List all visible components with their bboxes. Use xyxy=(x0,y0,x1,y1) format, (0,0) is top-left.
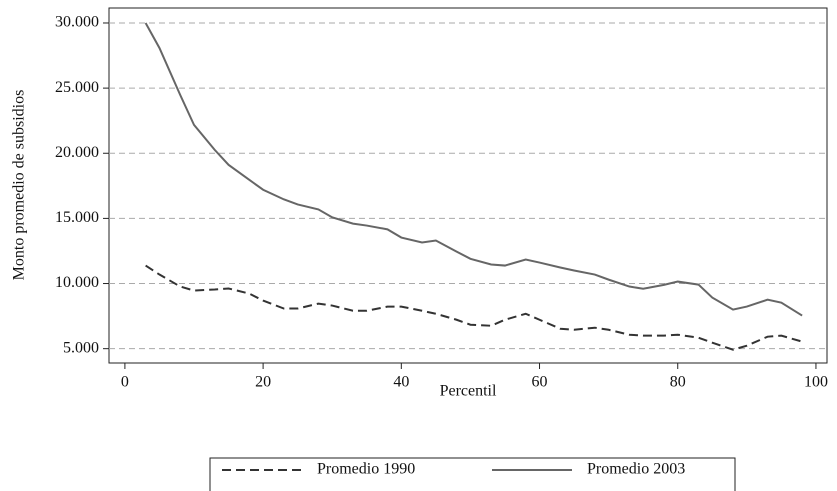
y-tick-label: 25.000 xyxy=(55,79,99,96)
y-tick-label: 5.000 xyxy=(63,339,99,356)
x-tick-label: 40 xyxy=(393,374,409,391)
x-tick-label: 20 xyxy=(255,374,271,391)
x-axis-label: Percentil xyxy=(440,383,497,400)
y-tick-label: 20.000 xyxy=(55,144,99,161)
y-tick-label: 30.000 xyxy=(55,14,99,31)
x-tick-label: 0 xyxy=(121,374,129,391)
x-tick-label: 80 xyxy=(670,374,686,391)
plot-frame xyxy=(108,7,828,364)
legend-label: Promedio 2003 xyxy=(587,461,685,478)
series-line xyxy=(145,264,803,351)
x-tick-label: 60 xyxy=(532,374,548,391)
y-tick-label: 15.000 xyxy=(55,209,99,226)
y-tick-label: 10.000 xyxy=(55,274,99,291)
legend-box xyxy=(209,457,736,491)
series-line xyxy=(144,22,803,317)
y-axis-label: Monto promedio de subsidios xyxy=(11,90,28,281)
x-tick-label: 100 xyxy=(804,374,828,391)
legend-label: Promedio 1990 xyxy=(317,461,415,478)
